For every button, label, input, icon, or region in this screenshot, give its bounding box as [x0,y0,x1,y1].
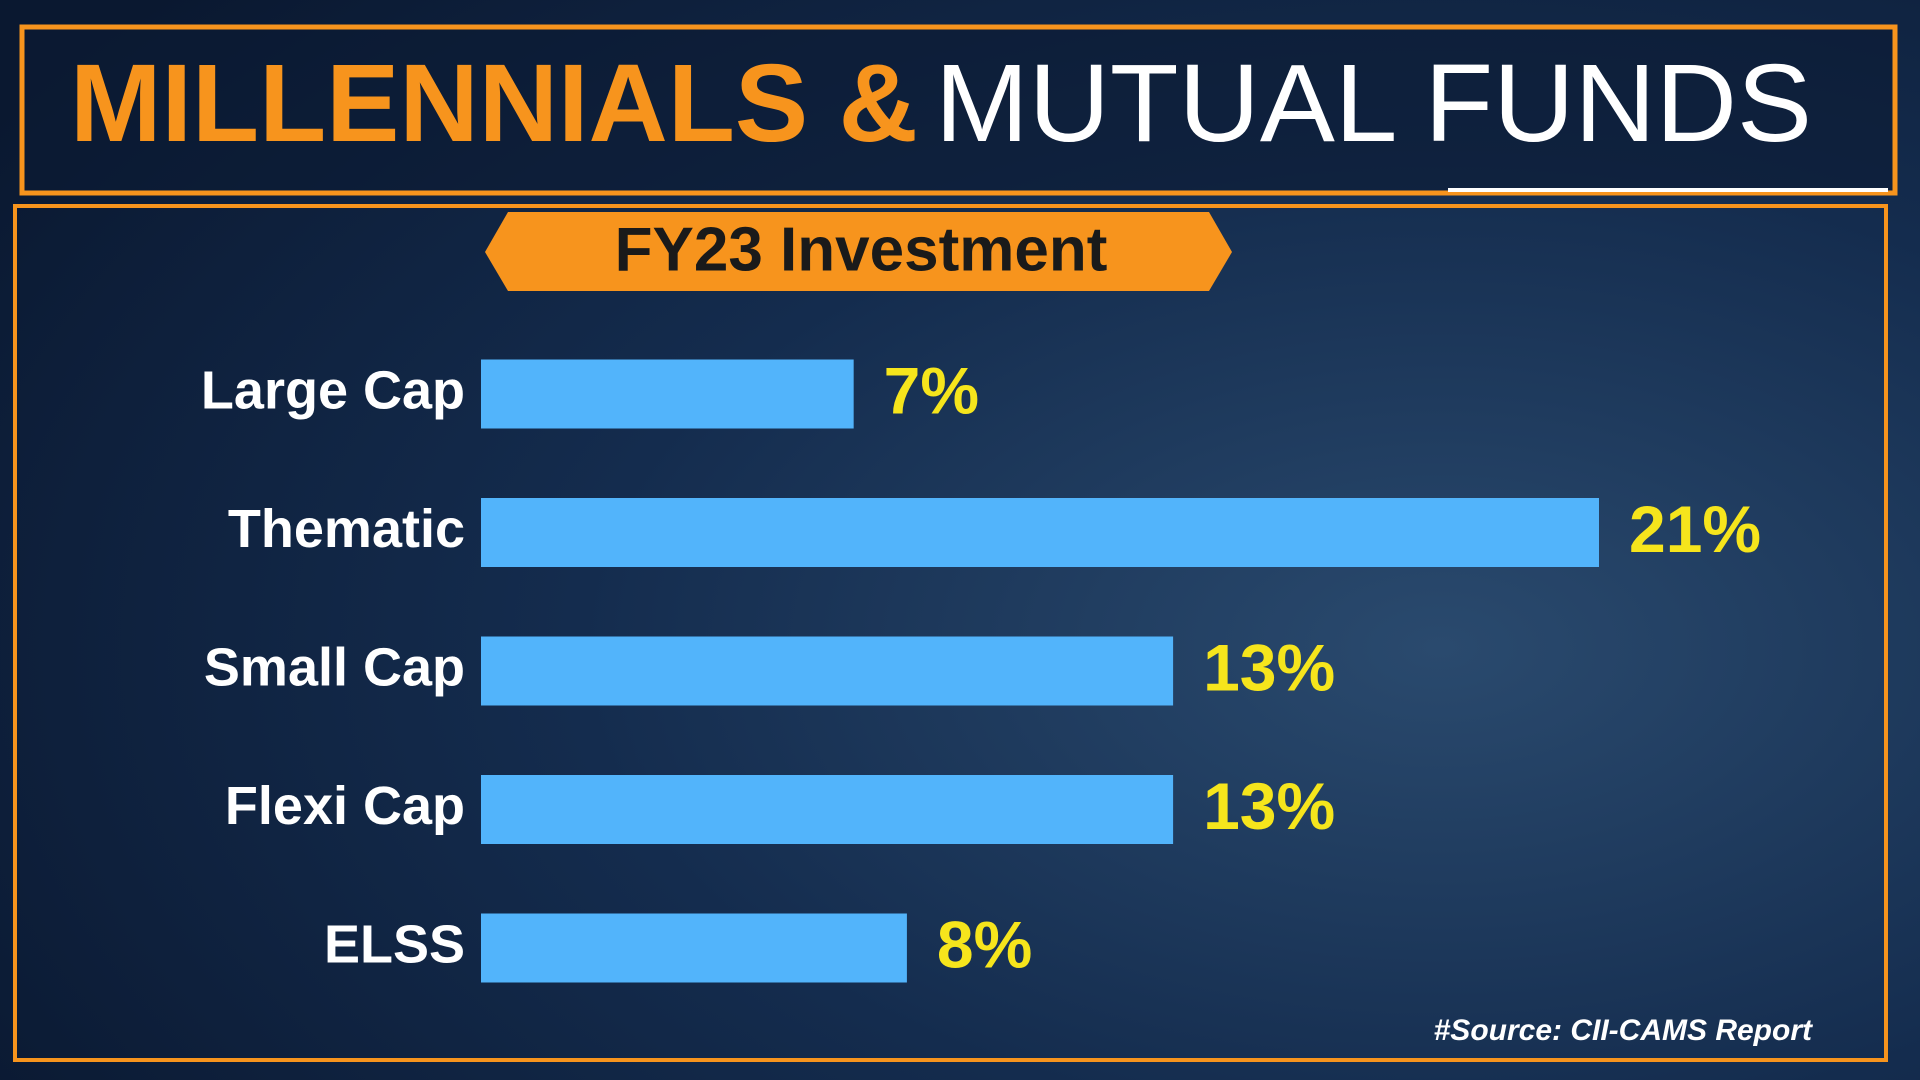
bar [481,498,1599,567]
category-label: Small Cap [204,637,465,697]
bar [481,359,854,429]
subtitle-banner [485,212,1232,291]
panel [13,204,1888,1062]
bar [481,775,1174,844]
value-label: 21% [1629,492,1761,566]
value-label: 13% [1203,630,1335,704]
category-label: Flexi Cap [225,776,465,836]
value-label: 13% [1203,769,1335,843]
chart-title: MILLENNIALS & [70,42,918,165]
bar [481,913,907,983]
source: #Source: CII-CAMS Report [1434,1014,1814,1047]
value-label: 8% [937,907,1032,981]
category-label: Thematic [228,499,465,559]
bar [481,636,1174,706]
subtitle: FY23 Investment [615,215,1108,284]
title-box [19,24,1898,196]
value-label: 7% [884,353,979,427]
category-label: Large Cap [201,360,465,420]
chart-title: MUTUAL FUNDS [935,42,1812,165]
category-label: ELSS [324,914,465,974]
